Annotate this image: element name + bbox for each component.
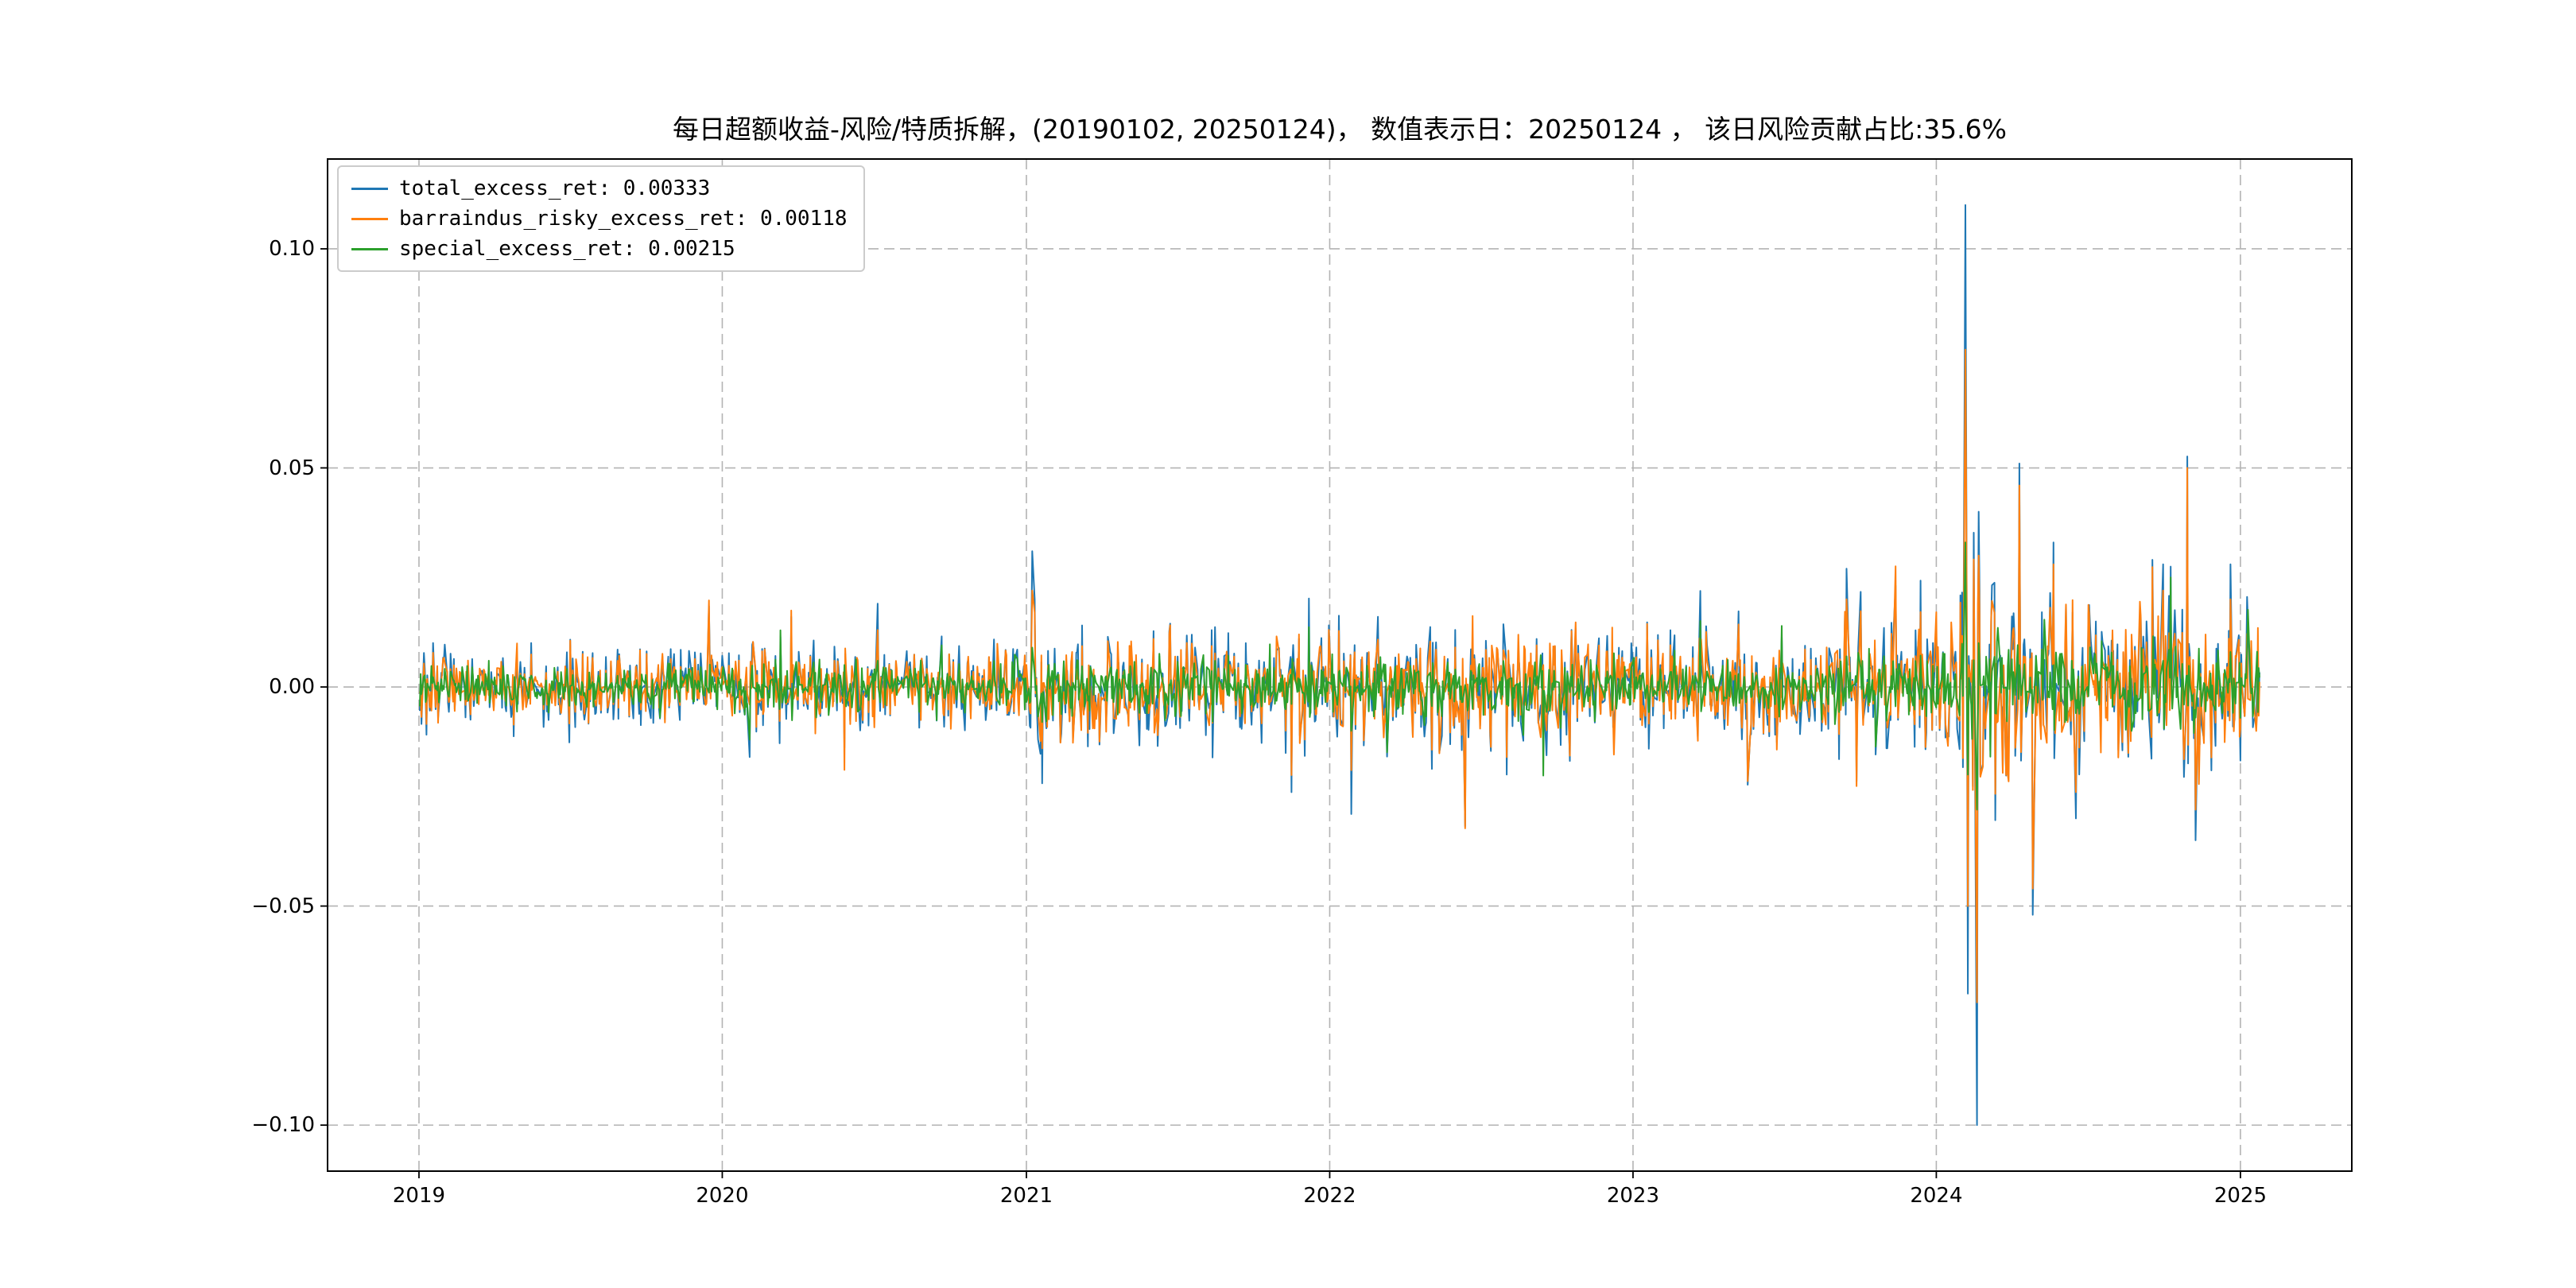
x-tick-label: 2023 bbox=[1606, 1184, 1660, 1208]
x-tick-label: 2022 bbox=[1303, 1184, 1356, 1208]
legend-label-barraindus-risky: barraindus_risky_excess_ret: 0.00118 bbox=[399, 207, 848, 231]
legend-item-total: total_excess_ret: 0.00333 bbox=[351, 177, 848, 200]
legend-line-swatch-special bbox=[351, 247, 388, 250]
legend-line-swatch-total bbox=[351, 187, 388, 190]
y-tick-label: −0.05 bbox=[251, 894, 315, 918]
y-tick-label: 0.10 bbox=[269, 236, 315, 261]
legend-item-barraindus-risky: barraindus_risky_excess_ret: 0.00118 bbox=[351, 207, 848, 231]
x-tick-label: 2019 bbox=[392, 1184, 446, 1208]
chart-title: 每日超额收益-风险/特质拆解，(20190102, 20250124)， 数值表… bbox=[672, 114, 2008, 145]
legend-line-swatch-barraindus-risky bbox=[351, 217, 388, 220]
y-tick-label: −0.10 bbox=[251, 1113, 315, 1138]
y-tick-label: 0.00 bbox=[269, 675, 315, 700]
axes-spines bbox=[327, 158, 2353, 1172]
x-tick-label: 2021 bbox=[999, 1184, 1053, 1208]
series-line bbox=[419, 541, 2260, 811]
y-tick-label: 0.05 bbox=[269, 456, 315, 480]
x-tick-label: 2025 bbox=[2213, 1184, 2268, 1208]
series-line bbox=[419, 348, 2260, 1003]
legend-item-special: special_excess_ret: 0.00215 bbox=[351, 237, 848, 261]
legend-label-special: special_excess_ret: 0.00215 bbox=[399, 237, 735, 261]
x-tick-label: 2024 bbox=[1910, 1184, 1963, 1208]
legend: total_excess_ret: 0.00333 barraindus_ris… bbox=[337, 165, 865, 272]
x-tick-label: 2020 bbox=[696, 1184, 749, 1208]
legend-label-total: total_excess_ret: 0.00333 bbox=[399, 177, 711, 200]
